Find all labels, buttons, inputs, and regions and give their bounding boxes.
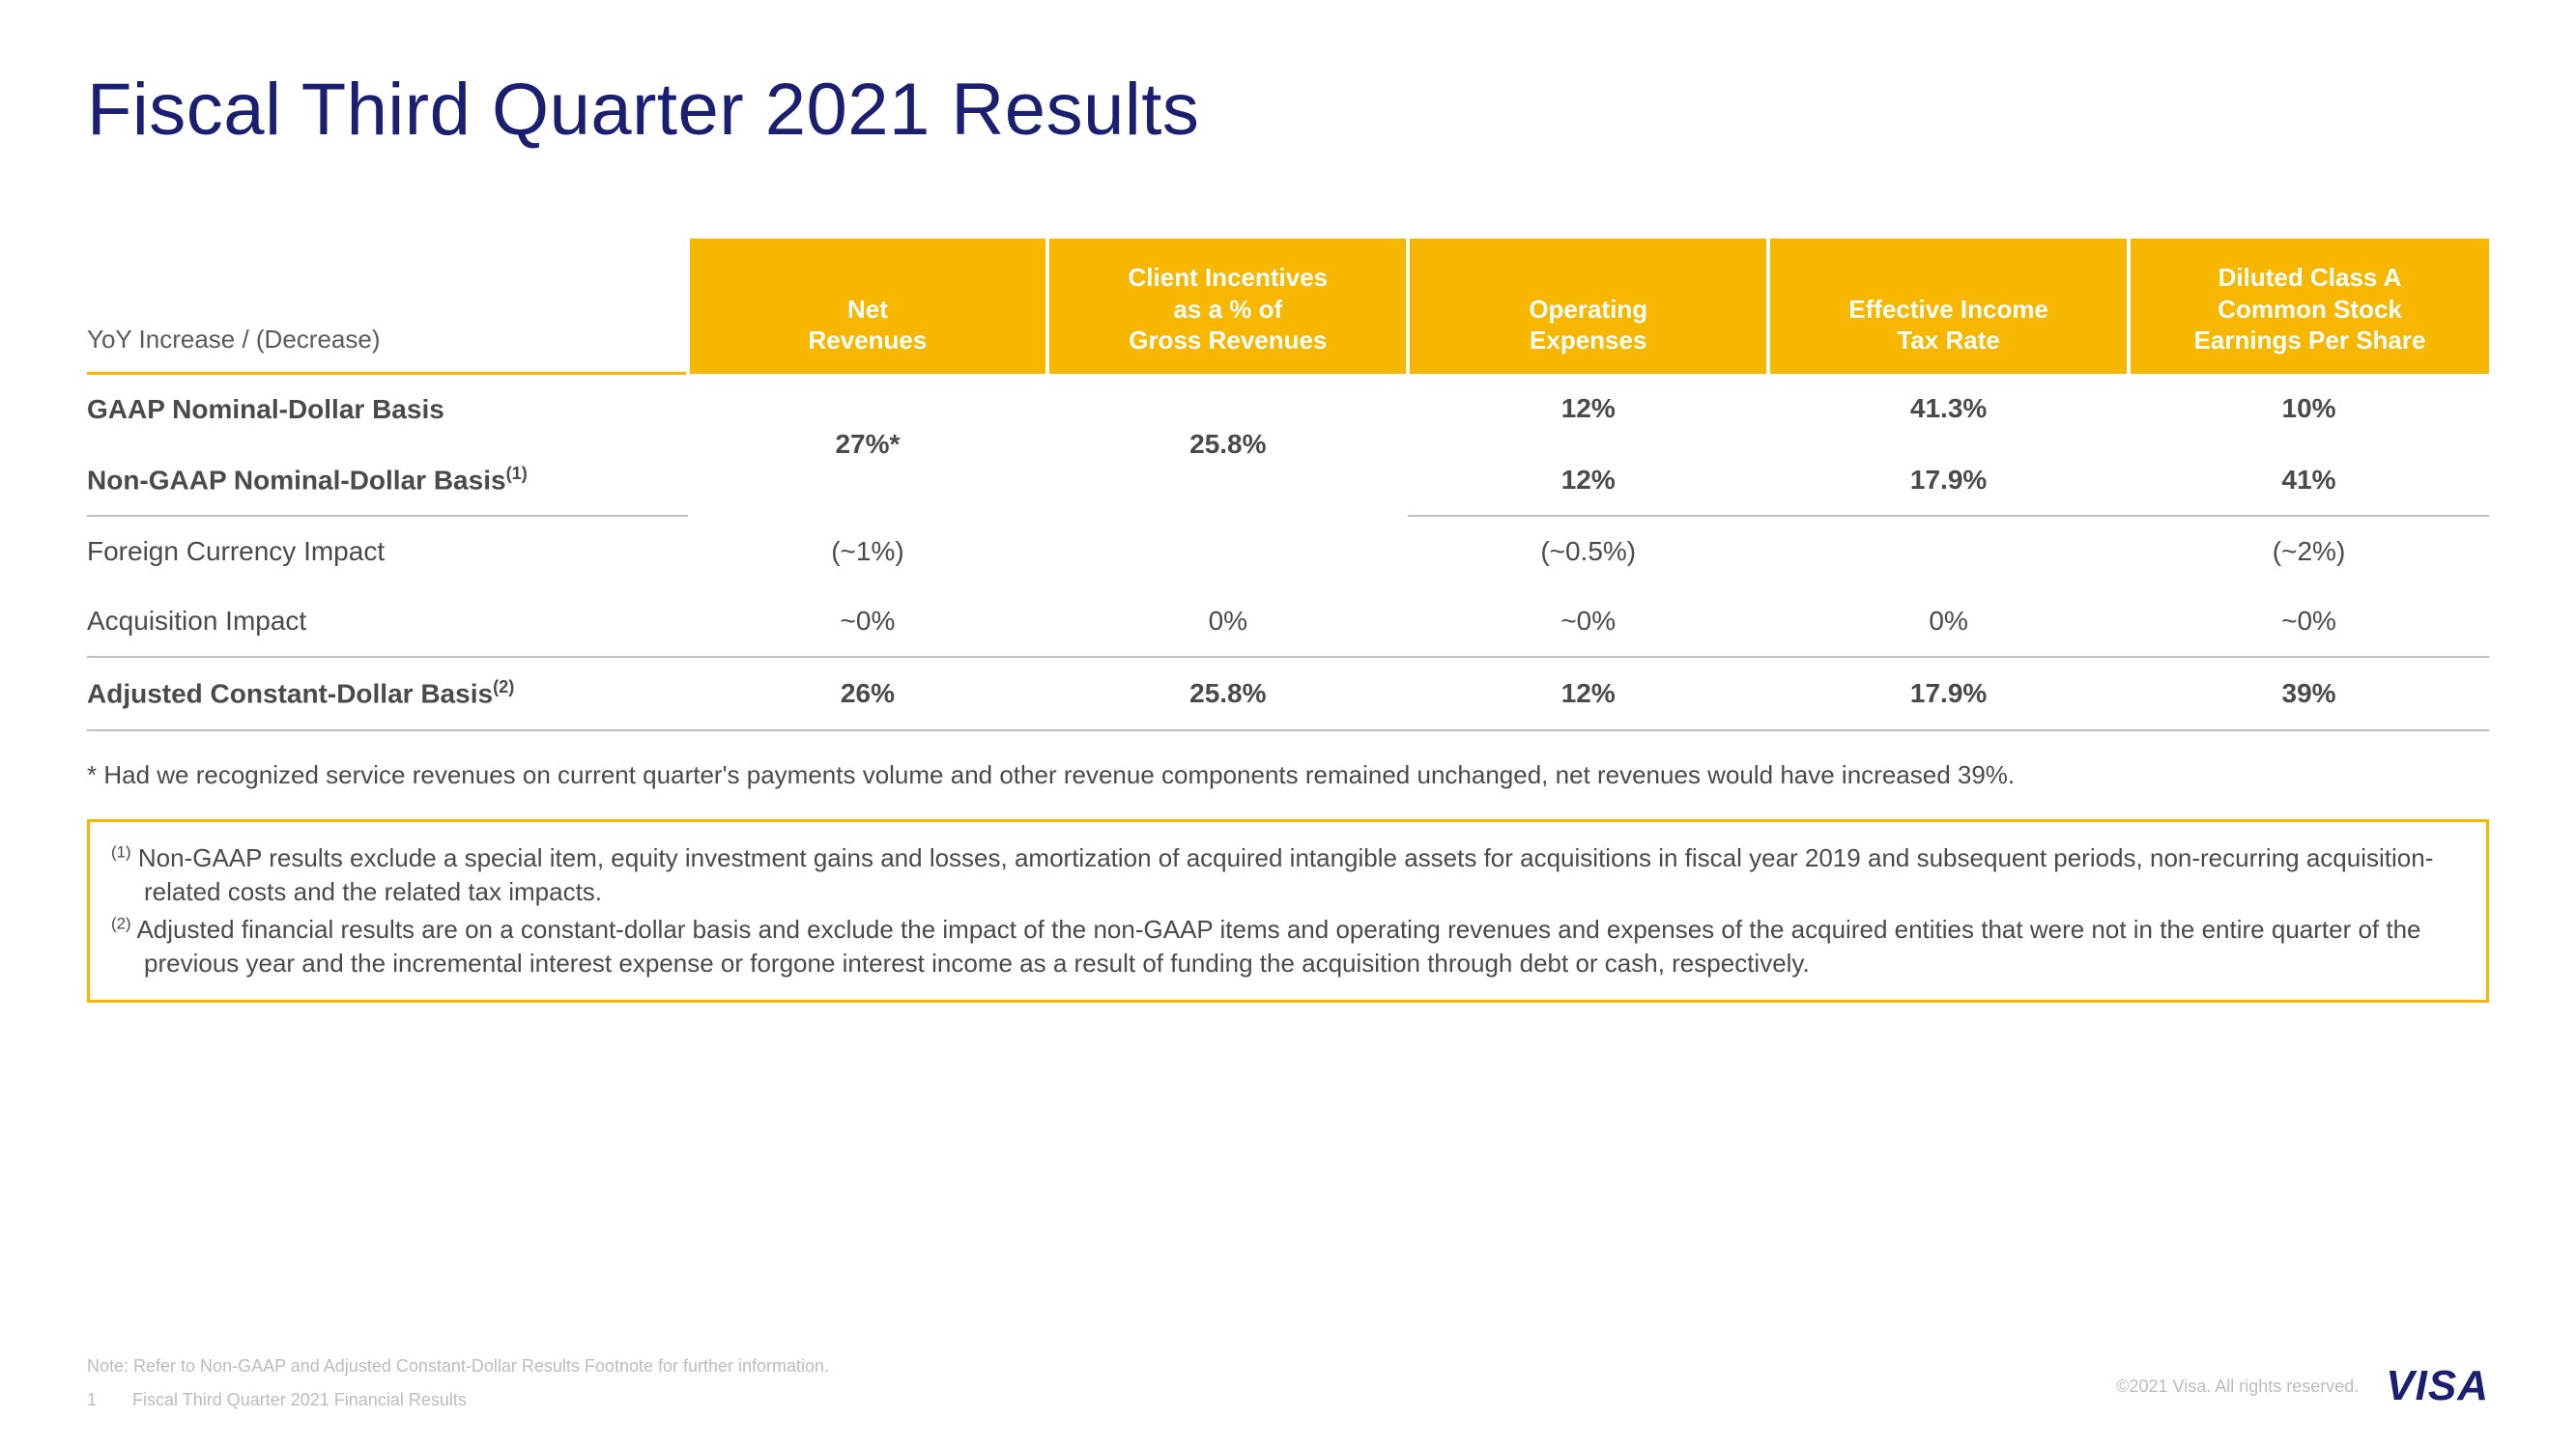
cell: 26% [688, 657, 1048, 729]
cell: 17.9% [1768, 657, 2129, 729]
cell-client-inc-merged: 25.8% [1047, 374, 1408, 517]
results-table: YoY Increase / (Decrease) NetRevenues Cl… [87, 239, 2489, 731]
row-acquisition: Acquisition Impact ~0% 0% ~0% 0% ~0% [87, 586, 2489, 657]
cell: 41.3% [1768, 374, 2129, 445]
cell: (~2%) [2129, 516, 2489, 586]
footer-left: Note: Refer to Non-GAAP and Adjusted Con… [87, 1356, 829, 1410]
cell: ~0% [688, 586, 1048, 657]
cell: 17.9% [1768, 444, 2129, 516]
cell [1768, 516, 2129, 586]
cell: 12% [1408, 657, 1768, 729]
cell: 41% [2129, 444, 2489, 516]
cell: 39% [2129, 657, 2489, 729]
col-operating-expenses: OperatingExpenses [1408, 239, 1768, 374]
asterisk-note: * Had we recognized service revenues on … [87, 758, 2489, 792]
slide-title: Fiscal Third Quarter 2021 Results [87, 68, 2489, 152]
cell: (~1%) [688, 516, 1048, 586]
footnotes-box: (1) Non-GAAP results exclude a special i… [87, 819, 2489, 1003]
row-gaap: GAAP Nominal-Dollar Basis 27%* 25.8% 12%… [87, 374, 2489, 445]
copyright: ©2021 Visa. All rights reserved. [2116, 1377, 2359, 1397]
footer-right: ©2021 Visa. All rights reserved. VISA [2116, 1362, 2489, 1410]
footnote-2: (2) Adjusted financial results are on a … [111, 913, 2465, 980]
cell [1047, 516, 1408, 586]
cell: 12% [1408, 444, 1768, 516]
row-fx: Foreign Currency Impact (~1%) (~0.5%) (~… [87, 516, 2489, 586]
row-label: Non-GAAP Nominal-Dollar Basis(1) [87, 444, 688, 516]
cell: (~0.5%) [1408, 516, 1768, 586]
col-client-incentives: Client Incentivesas a % ofGross Revenues [1047, 239, 1408, 374]
cell: 12% [1408, 374, 1768, 445]
cell: ~0% [1408, 586, 1768, 657]
row-adjusted: Adjusted Constant-Dollar Basis(2) 26% 25… [87, 657, 2489, 729]
row-label: Acquisition Impact [87, 586, 688, 657]
cell: 0% [1047, 586, 1408, 657]
footnote-reference: Note: Refer to Non-GAAP and Adjusted Con… [87, 1356, 829, 1377]
page-number: 1 [87, 1390, 97, 1409]
table-header-row: YoY Increase / (Decrease) NetRevenues Cl… [87, 239, 2489, 374]
slide: Fiscal Third Quarter 2021 Results YoY In… [0, 0, 2576, 1449]
table-corner-label: YoY Increase / (Decrease) [87, 239, 688, 374]
col-net-revenues: NetRevenues [688, 239, 1048, 374]
col-eps: Diluted Class ACommon StockEarnings Per … [2129, 239, 2489, 374]
cell: ~0% [2129, 586, 2489, 657]
row-label: Adjusted Constant-Dollar Basis(2) [87, 657, 688, 729]
deck-name: Fiscal Third Quarter 2021 Financial Resu… [132, 1390, 467, 1409]
col-tax-rate: Effective IncomeTax Rate [1768, 239, 2129, 374]
footer-meta: 1 Fiscal Third Quarter 2021 Financial Re… [87, 1390, 829, 1410]
cell-net-rev-merged: 27%* [688, 374, 1048, 517]
footer: Note: Refer to Non-GAAP and Adjusted Con… [87, 1356, 2489, 1410]
cell: 25.8% [1047, 657, 1408, 729]
footnote-1: (1) Non-GAAP results exclude a special i… [111, 841, 2465, 909]
cell: 0% [1768, 586, 2129, 657]
visa-logo: VISA [2386, 1362, 2489, 1410]
row-label: Foreign Currency Impact [87, 516, 688, 586]
cell: 10% [2129, 374, 2489, 445]
row-label: GAAP Nominal-Dollar Basis [87, 374, 688, 445]
